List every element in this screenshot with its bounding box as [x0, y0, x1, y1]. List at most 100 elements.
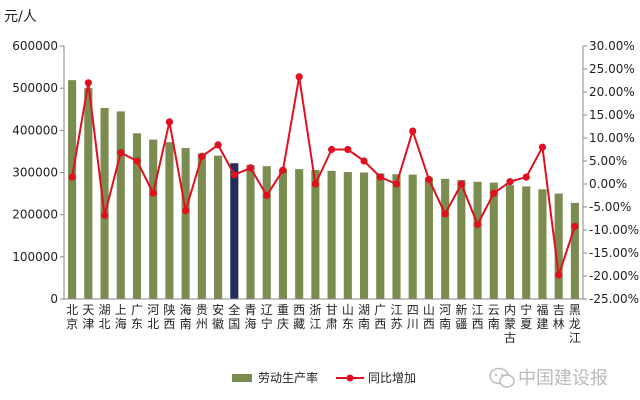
bar: [295, 169, 304, 299]
line-point: [538, 143, 547, 151]
bar: [197, 153, 206, 299]
category-label: 全国: [228, 302, 240, 331]
bar: [343, 172, 352, 299]
category-label: 宁夏: [520, 302, 532, 331]
line-point: [68, 173, 76, 181]
bar: [278, 169, 288, 299]
bar: [473, 181, 482, 299]
line-point: [198, 152, 206, 160]
line-point: [360, 157, 368, 165]
right-tick-label: 0.00%: [589, 177, 627, 191]
bar: [132, 133, 142, 299]
line-point: [490, 189, 498, 197]
line-point: [100, 211, 109, 219]
line-point: [344, 145, 352, 154]
bar: [408, 174, 417, 299]
right-tick-label: -10.00%: [589, 223, 639, 237]
line-point: [392, 180, 401, 188]
category-label: 云南: [488, 303, 500, 331]
category-label: 河南: [439, 303, 451, 331]
line-point: [473, 220, 482, 229]
bar: [116, 111, 125, 299]
legend-line-marker: [346, 374, 354, 382]
bar-series: [68, 80, 579, 300]
y-unit-label: 元/人: [4, 9, 37, 25]
category-label: 广东: [131, 303, 143, 331]
category-label: 吉林: [553, 303, 565, 331]
category-label: 天津: [82, 303, 94, 331]
bar: [392, 174, 401, 299]
category-label: 广西: [374, 303, 386, 331]
line-point: [311, 180, 319, 188]
legend-bar-label: 劳动生产率: [258, 370, 318, 385]
line-path: [71, 75, 576, 277]
category-label: 四川: [407, 303, 419, 331]
right-axis-ticks: -25.00% -20.00% -15.00% -10.00% -5.00% 0.00% 5…: [583, 39, 639, 306]
bar: [84, 88, 93, 300]
axes: [63, 46, 584, 300]
line-point: [457, 180, 465, 188]
watermark-text: 中国建设报: [518, 368, 608, 389]
bar: [505, 185, 515, 299]
bar: [376, 173, 385, 299]
right-tick-label: 15.00%: [589, 108, 635, 122]
legend-line-label: 同比增加: [368, 371, 416, 385]
bar: [149, 139, 158, 299]
line-point: [246, 164, 255, 172]
line-point: [149, 189, 157, 197]
left-tick-label: 200000: [12, 208, 58, 222]
line-point: [571, 222, 579, 230]
bar: [441, 178, 450, 299]
line-point: [441, 210, 449, 218]
bar: [424, 177, 433, 299]
bar: [230, 163, 239, 299]
bar: [262, 166, 271, 299]
line-point: [376, 173, 384, 181]
bar: [570, 202, 579, 299]
category-label: 山西: [423, 303, 435, 331]
legend-bar-swatch: [232, 374, 252, 382]
category-label: 陕西: [163, 302, 175, 331]
left-axis-ticks: 0 100000 200000 300000 400000 500000 600000: [12, 39, 64, 306]
category-label: 辽宁: [261, 303, 273, 331]
line-point: [117, 149, 125, 157]
line-point: [522, 173, 530, 181]
bar: [522, 186, 531, 299]
category-label: 上海: [115, 303, 127, 331]
category-label: 北京: [66, 303, 78, 331]
category-label: 贵州: [196, 303, 208, 331]
legend: 劳动生产率 同比增加: [232, 370, 416, 385]
bar: [311, 169, 320, 299]
line-series: [68, 73, 579, 279]
line-point: [165, 118, 174, 126]
category-label: 黑龙江: [569, 303, 581, 345]
wechat-icon: [489, 367, 515, 388]
line-point: [230, 171, 238, 179]
bar: [246, 164, 255, 299]
category-label: 河北: [147, 303, 159, 331]
category-label: 江苏: [390, 303, 402, 331]
line-point: [279, 166, 287, 174]
left-tick-label: 600000: [12, 39, 58, 53]
right-tick-label: 20.00%: [589, 85, 635, 99]
left-tick-label: 300000: [12, 166, 58, 180]
line-point: [214, 141, 222, 149]
category-label: 湖南: [358, 302, 370, 331]
right-tick-label: -5.00%: [589, 200, 631, 214]
line-point: [84, 79, 92, 87]
right-tick-label: 30.00%: [589, 39, 635, 53]
category-label: 新疆: [455, 302, 467, 331]
bar: [489, 182, 498, 299]
bar: [214, 155, 223, 299]
bar: [100, 107, 109, 299]
bar: [538, 189, 547, 299]
line-point: [425, 175, 433, 183]
watermark: 中国建设报: [489, 367, 608, 389]
category-label: 福建: [536, 302, 548, 331]
left-tick-label: 400000: [12, 123, 58, 137]
bar: [554, 193, 563, 299]
category-label: 湖北: [99, 302, 111, 331]
category-label: 山东: [342, 303, 354, 331]
bar: [68, 80, 77, 299]
